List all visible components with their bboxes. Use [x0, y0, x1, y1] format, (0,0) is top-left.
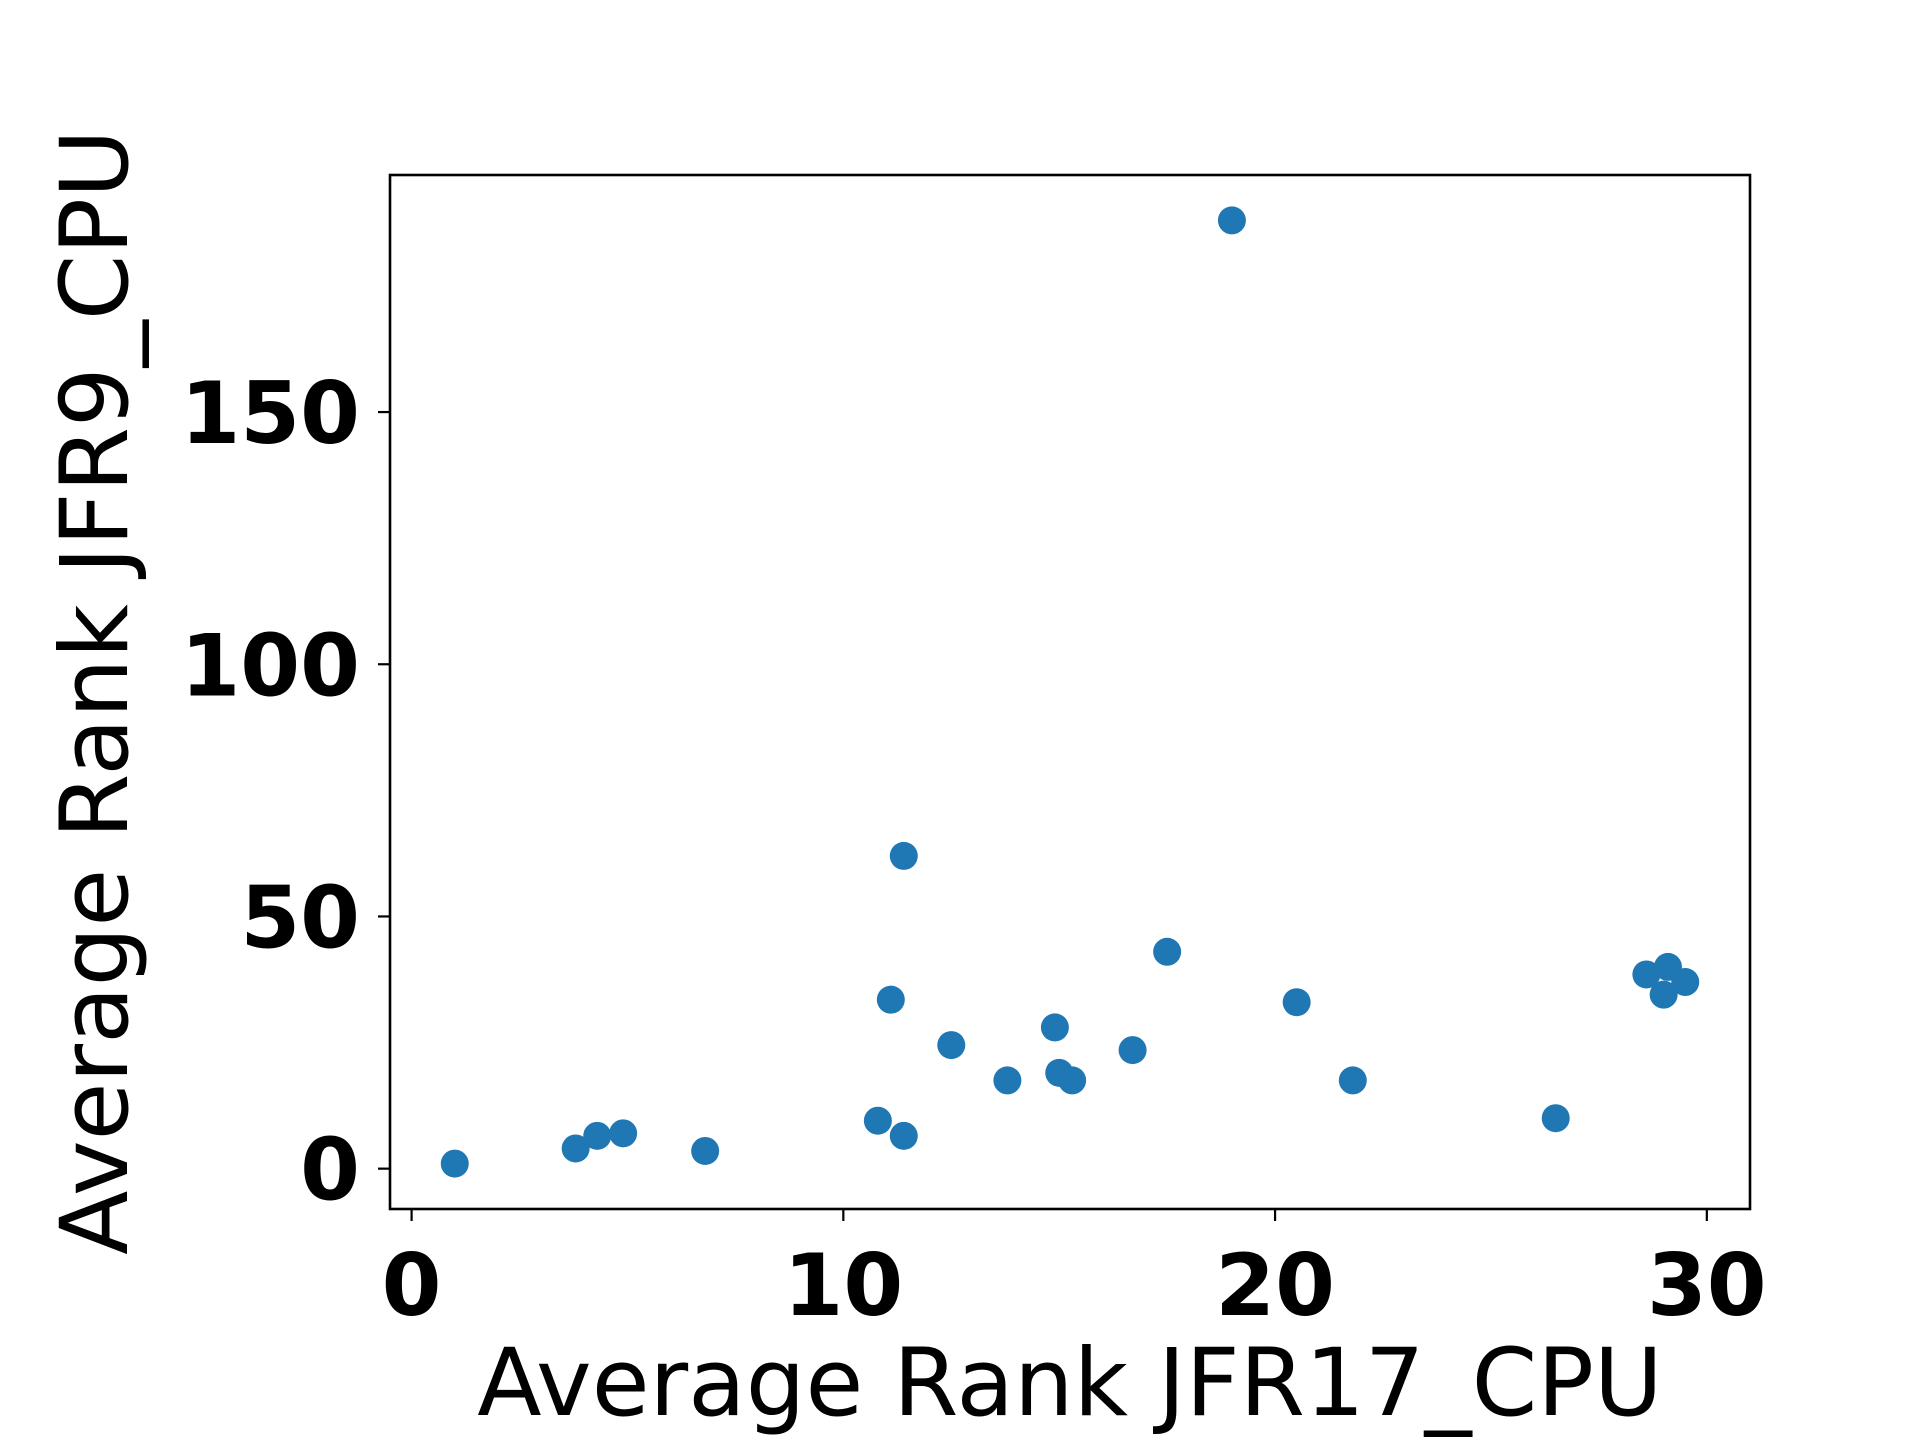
y-tick-label: 100 [180, 616, 360, 716]
scatter-point [1153, 937, 1182, 966]
plot-frame [388, 173, 1752, 1211]
scatter-point [583, 1121, 612, 1150]
scatter-point [1040, 1013, 1069, 1042]
scatter-point [863, 1106, 892, 1135]
scatter-point [993, 1066, 1022, 1095]
points-layer [440, 206, 1700, 1178]
scatter-point [440, 1149, 469, 1178]
x-tick-label: 30 [1647, 1236, 1767, 1336]
y-tick-label: 150 [180, 364, 360, 464]
scatter-point [1217, 206, 1246, 235]
y-tick-label: 0 [300, 1121, 360, 1221]
scatter-point [1671, 968, 1700, 997]
scatter-point [889, 841, 918, 870]
scatter-point [876, 985, 905, 1014]
scatter-point [937, 1031, 966, 1060]
scatter-point [609, 1119, 638, 1148]
scatter-point [691, 1136, 720, 1165]
scatter-point [1632, 960, 1661, 989]
scatter-point [1541, 1104, 1570, 1133]
y-tick-label: 50 [240, 868, 360, 968]
scatter-point [1118, 1036, 1147, 1065]
scatter-point [1058, 1066, 1087, 1095]
y-axis-title: Average Rank JFR9_CPU [41, 129, 150, 1255]
ticks-layer: 0 10 20 30 0 50 100 150 [180, 364, 1766, 1336]
x-tick-label: 0 [382, 1236, 442, 1336]
scatter-point [1649, 980, 1678, 1009]
scatter-point [1282, 988, 1311, 1017]
x-tick-label: 20 [1215, 1236, 1335, 1336]
scatter-point [1338, 1066, 1367, 1095]
scatter-point [561, 1134, 590, 1163]
x-axis-title: Average Rank JFR17_CPU [477, 1329, 1662, 1438]
x-tick-label: 10 [783, 1236, 903, 1336]
scatter-point [889, 1121, 918, 1150]
